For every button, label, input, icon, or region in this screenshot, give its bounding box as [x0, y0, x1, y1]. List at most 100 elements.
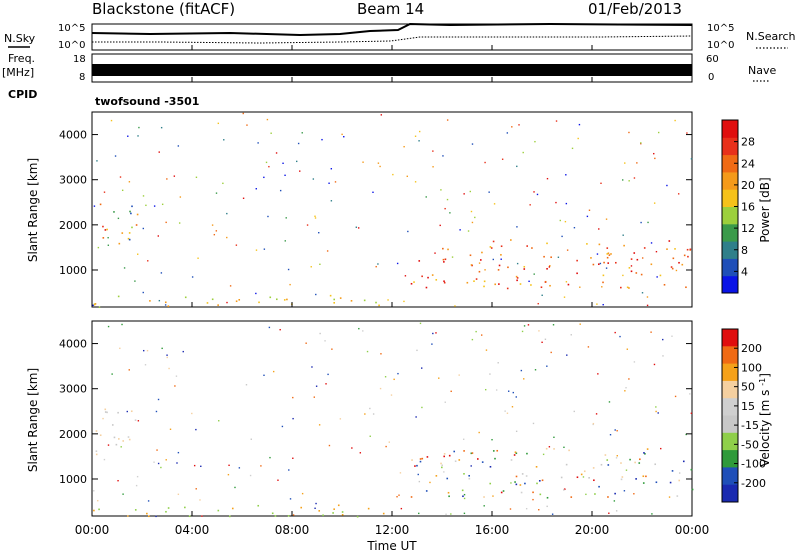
- data-cell: [447, 491, 450, 494]
- scatter-cell: [656, 276, 658, 278]
- data-cell: [121, 232, 124, 234]
- data-cell: [494, 457, 496, 460]
- scatter-cell: [421, 406, 423, 409]
- data-cell: [134, 509, 137, 511]
- data-cell: [188, 515, 191, 518]
- scatter-cell: [431, 343, 433, 345]
- scatter-cell: [534, 140, 536, 143]
- scatter-cell: [175, 375, 178, 377]
- scatter-cell: [598, 228, 600, 230]
- colorbar-tick-label: -100: [741, 458, 766, 471]
- scatter-cell: [228, 464, 230, 467]
- scatter-cell: [305, 342, 307, 344]
- data-cell: [435, 475, 438, 477]
- data-cell: [671, 267, 674, 270]
- scatter-cell: [126, 410, 128, 413]
- data-cell: [539, 493, 542, 496]
- data-cell: [443, 455, 446, 458]
- data-cell: [639, 458, 641, 461]
- data-cell: [229, 515, 231, 518]
- data-cell: [94, 303, 97, 305]
- scatter-cell: [138, 126, 140, 129]
- scatter-cell: [177, 451, 180, 454]
- scatter-cell: [532, 498, 534, 501]
- scatter-cell: [229, 285, 232, 287]
- scatter-cell: [628, 378, 630, 380]
- scatter-cell: [516, 165, 518, 168]
- scatter-cell: [441, 464, 443, 466]
- scatter-cell: [559, 219, 561, 222]
- scatter-cell: [484, 161, 486, 164]
- scatter-cell: [157, 462, 160, 465]
- data-cell: [514, 481, 516, 483]
- scatter-cell: [690, 158, 693, 160]
- scatter-cell: [434, 252, 436, 254]
- scatter-cell: [384, 376, 387, 378]
- scatter-cell: [647, 221, 649, 224]
- scatter-cell: [314, 507, 316, 509]
- data-cell: [500, 491, 503, 494]
- data-cell: [523, 268, 526, 270]
- scatter-cell: [215, 230, 218, 232]
- data-cell: [621, 476, 624, 478]
- data-cell: [463, 450, 465, 452]
- data-cell: [603, 261, 605, 264]
- x-axis-ticks: 00:00 04:00 08:00 12:00 16:00 20:00 00:00: [75, 45, 709, 537]
- scatter-cell: [515, 430, 518, 433]
- scatter-cell: [650, 242, 653, 244]
- noise-search-trace: [92, 35, 693, 44]
- scatter-cell: [528, 280, 530, 283]
- scatter-cell: [510, 482, 512, 484]
- data-cell: [592, 467, 595, 469]
- scatter-cell: [215, 192, 218, 194]
- colorbar-tick-label: 12: [741, 222, 755, 235]
- scatter-cell: [511, 406, 514, 408]
- data-cell: [413, 281, 415, 283]
- scatter-cell: [288, 469, 290, 471]
- power-y-ticks: 1000 2000 3000 4000: [59, 129, 692, 277]
- freq-right-tick-bottom: 0: [708, 72, 714, 83]
- data-cell: [546, 242, 548, 245]
- power-y-axis-label: Slant Range [km]: [26, 158, 40, 262]
- colorbar-tick-label: 8: [741, 244, 748, 257]
- y-tick-label: 2000: [59, 428, 87, 441]
- scatter-cell: [319, 263, 321, 265]
- scatter-cell: [489, 373, 491, 375]
- scatter-cell: [445, 513, 447, 515]
- data-cell: [515, 275, 518, 278]
- scatter-cell: [592, 422, 595, 425]
- scatter-cell: [449, 212, 451, 214]
- data-cell: [515, 475, 518, 478]
- scatter-cell: [655, 410, 657, 413]
- scatter-cell: [516, 226, 518, 228]
- scatter-cell: [418, 480, 421, 483]
- scatter-cell: [213, 233, 216, 236]
- data-cell: [130, 410, 133, 413]
- scatter-cell: [671, 335, 673, 337]
- data-cell: [461, 489, 464, 492]
- scatter-cell: [467, 230, 470, 232]
- data-cell: [469, 254, 472, 257]
- scatter-cell: [470, 210, 473, 213]
- scatter-cell: [197, 257, 199, 259]
- scatter-cell: [306, 224, 309, 226]
- data-cell: [102, 237, 105, 239]
- scatter-cell: [553, 436, 555, 438]
- data-cell: [523, 265, 526, 268]
- scatter-cell: [103, 191, 106, 193]
- data-cell: [129, 210, 131, 213]
- data-cell: [333, 508, 335, 510]
- scatter-cell: [480, 334, 483, 336]
- scatter-cell: [93, 205, 96, 207]
- data-cell: [546, 268, 548, 270]
- colorbar-segment: [722, 467, 738, 486]
- scatter-cell: [134, 280, 136, 282]
- scatter-cell: [331, 348, 333, 350]
- scatter-cell: [520, 369, 523, 372]
- scatter-cell: [201, 515, 203, 517]
- scatter-cell: [523, 325, 526, 327]
- data-cell: [235, 300, 238, 303]
- data-cell: [444, 258, 447, 261]
- data-cell: [473, 280, 475, 282]
- data-cell: [681, 263, 684, 266]
